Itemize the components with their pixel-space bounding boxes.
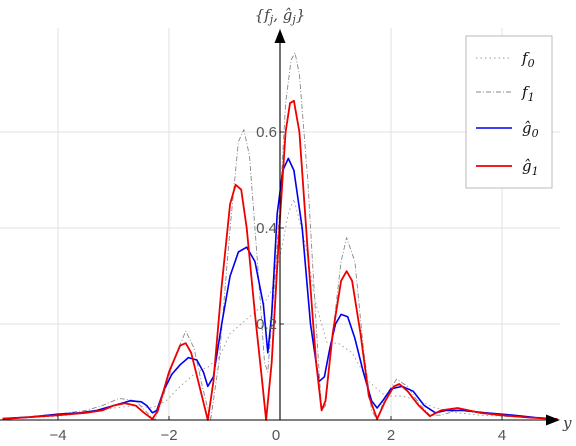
ticks: −4 −2 0 2 4 0.2 0.4 0.6	[49, 124, 506, 444]
x-tick-label: −4	[49, 427, 66, 444]
y-axis-arrow	[274, 29, 286, 43]
legend: f0 f1 ĝ0 ĝ1	[465, 35, 553, 189]
axes	[0, 29, 560, 426]
y-tick-label: 0.2	[256, 316, 277, 333]
x-axis-label: y	[562, 414, 572, 432]
legend-label-0: f0	[521, 49, 535, 70]
legend-label-2: ĝ0	[522, 119, 539, 140]
x-tick-label: 0	[272, 427, 280, 444]
x-tick-label: 4	[498, 427, 506, 444]
legend-label-3: ĝ1	[522, 157, 539, 178]
x-tick-label: 2	[387, 427, 395, 444]
series-line-0	[2, 198, 558, 420]
x-tick-label: −2	[160, 427, 177, 444]
legend-box	[465, 35, 553, 189]
y-tick-label: 0.4	[256, 220, 277, 237]
y-axis-label: {fj, ĝj}	[255, 6, 306, 26]
x-axis-arrow	[546, 414, 560, 426]
y-tick-label: 0.6	[256, 124, 277, 141]
legend-label-1: f1	[521, 83, 535, 104]
